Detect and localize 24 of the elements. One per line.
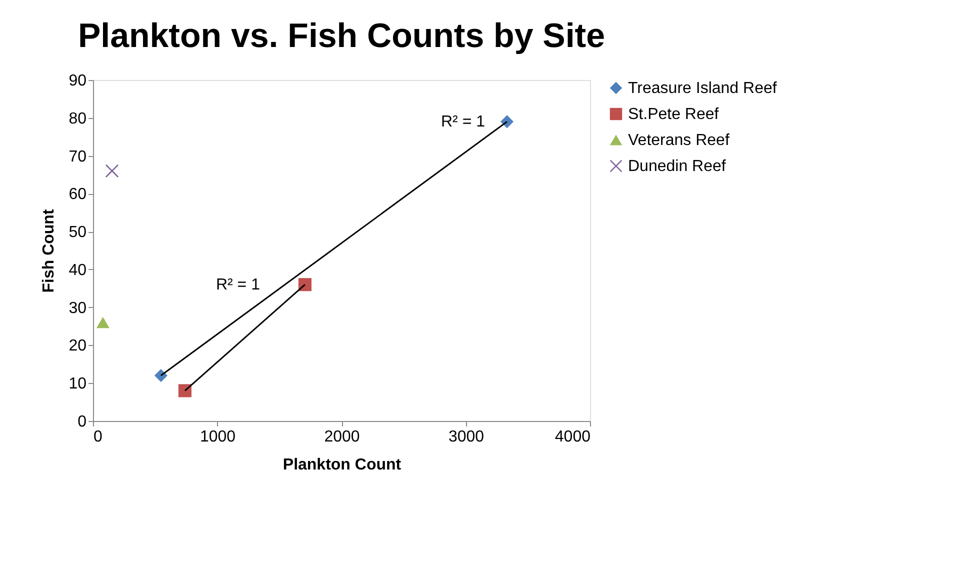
y-tick-label: 70 [68, 148, 87, 166]
y-tick-label: 40 [68, 262, 87, 279]
legend-label: Dunedin Reef [628, 158, 726, 175]
x-tick-label: 1000 [200, 428, 236, 446]
y-tick-label: 10 [68, 376, 87, 393]
legend-label: Veterans Reef [628, 132, 730, 149]
y-tick-label: 20 [68, 338, 87, 355]
y-tick-label: 80 [68, 110, 87, 128]
y-tick-label: 0 [78, 414, 87, 430]
y-tick-label: 60 [68, 186, 87, 204]
x-axis-title: Plankton Count [282, 456, 402, 474]
annotation: R² = 1 [440, 114, 486, 131]
y-axis-title: Fish Count [40, 208, 58, 293]
annotation: R² = 1 [216, 276, 260, 294]
y-tick-label: 30 [68, 300, 87, 317]
y-tick-label: 90 [68, 72, 87, 90]
y-tick-label: 50 [68, 224, 87, 242]
x-tick-label: 4000 [554, 428, 591, 446]
x-tick-label: 3000 [448, 428, 484, 446]
legend-label: St.Pete Reef [628, 106, 720, 123]
x-tick-label: 0 [94, 428, 102, 446]
x-tick-label: 2000 [324, 428, 360, 446]
legend-label: Treasure Island Reef [628, 80, 778, 97]
chart-title: Plankton vs. Fish Counts by Site [78, 17, 606, 55]
